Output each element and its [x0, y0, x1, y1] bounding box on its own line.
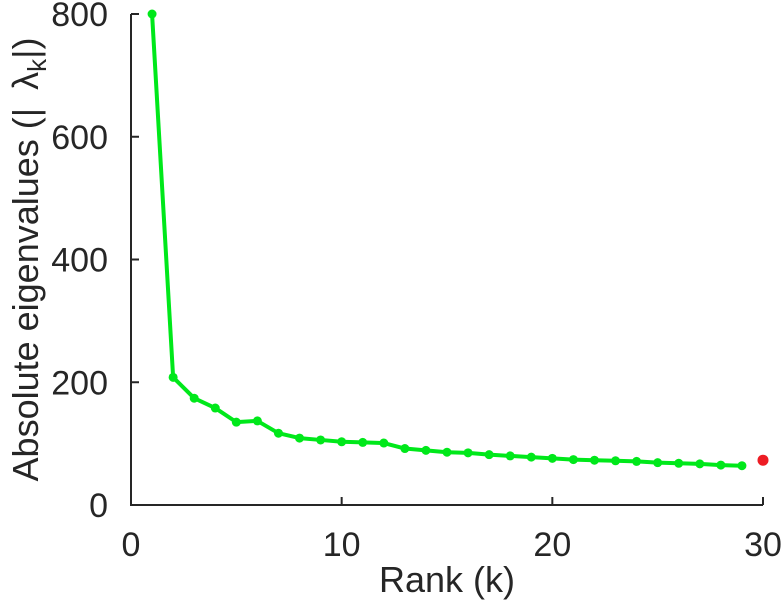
eigenvalue-spectrum-line	[150, 12, 744, 468]
eigenvalue-spectrum-marker	[400, 444, 410, 454]
x-tick-label: 20	[533, 526, 571, 564]
eigenvalue-spectrum-marker	[611, 456, 621, 466]
x-tick-label: 0	[122, 526, 141, 564]
axis-spines	[130, 14, 763, 506]
eigenvalue-spectrum-marker	[358, 437, 368, 447]
y-tick-label: 200	[51, 364, 108, 402]
eigenvalue-spectrum-marker	[653, 458, 663, 468]
eigenvalue-spectrum-marker	[589, 455, 599, 465]
eigenvalue-spectrum-marker	[463, 448, 473, 458]
eigenvalue-spectrum-marker	[379, 438, 389, 448]
cutoff-point-marker	[757, 454, 769, 466]
y-axis-label: Absolute eigenvalues (|λk|)	[5, 38, 52, 482]
eigenvalue-spectrum-marker	[484, 450, 494, 460]
eigenvalue-spectrum-marker	[568, 455, 578, 465]
x-tick-label: 30	[744, 526, 782, 564]
eigenvalue-spectrum-marker	[210, 403, 220, 413]
eigenvalue-spectrum-marker	[189, 393, 199, 403]
eigenvalue-spectrum-marker	[337, 437, 347, 447]
eigenvalue-spectrum-marker	[505, 451, 515, 461]
eigenvalue-spectrum-marker	[273, 428, 283, 438]
eigenvalue-spectrum-marker	[716, 460, 726, 470]
eigenvalue-spectrum-marker	[442, 447, 452, 457]
eigenvalue-spectrum-marker	[695, 459, 705, 469]
eigenvalue-spectrum-marker	[295, 433, 305, 443]
eigenvalue-spectrum-marker	[231, 417, 241, 427]
eigenvalue-spectrum-marker	[168, 372, 178, 382]
eigenvalue-spectrum-marker	[421, 445, 431, 455]
x-axis-label: Rank (k)	[379, 559, 515, 600]
eigenvalue-spectrum-marker	[316, 435, 326, 445]
y-tick-label: 800	[51, 0, 108, 34]
eigenvalue-spectrum-marker	[252, 416, 262, 426]
eigenvalue-spectrum-marker	[547, 453, 557, 463]
eigenvalue-spectrum-marker	[674, 458, 684, 468]
y-tick-label: 0	[89, 487, 108, 525]
eigenvalue-spectrum-marker	[526, 452, 536, 462]
eigenvalue-spectrum-marker	[737, 461, 747, 471]
y-tick-label: 400	[51, 242, 108, 280]
eigenvalue-spectrum-marker	[632, 456, 642, 466]
eigenvalue-spectrum-marker	[147, 9, 157, 19]
x-tick-label: 10	[323, 526, 361, 564]
y-tick-label: 600	[51, 119, 108, 157]
